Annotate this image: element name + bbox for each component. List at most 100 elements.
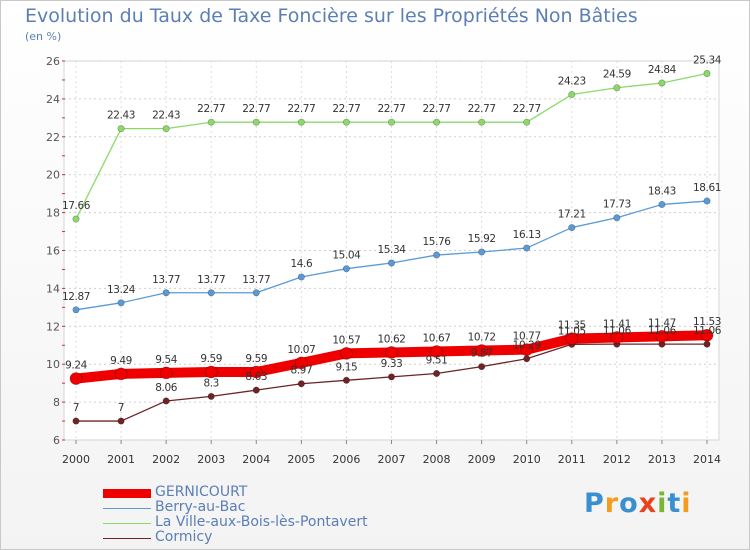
data-point-ville: [478, 118, 486, 126]
x-tick-label: 2011: [558, 453, 586, 466]
data-label-berry: 14.6: [290, 258, 312, 270]
data-label-cormicy: 7: [73, 402, 79, 414]
y-tick-label: 26: [46, 55, 60, 68]
data-point-berry: [72, 306, 80, 314]
data-label-cormicy: 11.06: [603, 325, 632, 337]
x-tick-label: 2009: [468, 453, 496, 466]
data-label-cormicy: 9.87: [471, 348, 493, 360]
data-label-berry: 15.92: [468, 233, 496, 245]
data-point-ville: [162, 125, 170, 133]
data-label-berry: 13.77: [197, 274, 225, 286]
data-label-cormicy: 9.33: [381, 358, 403, 370]
y-tick-label: 16: [46, 245, 60, 258]
data-label-cormicy: 8.63: [245, 371, 267, 383]
x-tick-label: 2012: [603, 453, 631, 466]
data-label-berry: 18.43: [648, 185, 676, 197]
data-label-ville: 22.77: [287, 103, 315, 115]
data-label-cormicy: 8.3: [203, 377, 219, 389]
legend-label-berry-au-bac: Berry-au-Bac: [155, 499, 246, 515]
data-label-gernicourt: 10.57: [332, 334, 360, 346]
data-point-gernicourt: [430, 345, 443, 358]
chart-subtitle: (en %): [25, 30, 62, 43]
data-point-gernicourt: [295, 356, 308, 370]
data-label-berry: 17.73: [603, 199, 631, 211]
y-tick-label: 8: [53, 396, 60, 409]
data-point-berry: [387, 259, 395, 267]
data-point-gernicourt: [114, 367, 128, 381]
data-point-gernicourt: [655, 330, 669, 343]
data-label-ville: 22.77: [332, 103, 360, 115]
data-point-gernicourt: [610, 331, 624, 344]
data-label-gernicourt: 10.07: [287, 344, 315, 356]
data-point-berry: [658, 200, 666, 208]
data-point-gernicourt: [700, 328, 714, 342]
data-point-ville: [387, 118, 395, 126]
y-tick-label: 22: [46, 131, 60, 144]
data-label-ville: 22.43: [107, 110, 135, 122]
x-tick-label: 2007: [378, 453, 406, 466]
data-point-cormicy: [387, 373, 395, 381]
data-point-cormicy: [523, 355, 531, 363]
data-point-ville: [117, 125, 125, 133]
data-point-gernicourt: [69, 372, 83, 385]
x-tick-label: 2013: [648, 453, 676, 466]
data-label-ville: 22.77: [242, 103, 270, 115]
data-label-ville: 25.34: [693, 55, 722, 67]
data-point-berry: [703, 197, 711, 205]
proxiti-logo: Proxiti: [584, 488, 692, 519]
data-label-ville: 22.77: [513, 103, 541, 115]
data-label-cormicy: 11.06: [693, 325, 722, 337]
legend-label-cormicy: Cormicy: [155, 529, 213, 545]
data-label-berry: 15.76: [423, 236, 452, 248]
data-label-ville: 17.66: [62, 200, 91, 212]
legend-label-ville-aux-bois: La Ville-aux-Bois-lès-Pontavert: [155, 514, 368, 530]
axes: 6 8 10 12 14 16 18 20 22 24 26 2000 2001 2002 2003 2004…: [46, 55, 721, 466]
data-label-ville: 22.77: [468, 103, 496, 115]
data-point-cormicy: [252, 386, 260, 394]
data-label-berry: 15.34: [377, 244, 406, 256]
data-point-cormicy: [703, 340, 711, 348]
x-tick-label: 2006: [332, 453, 360, 466]
data-point-berry: [342, 265, 350, 273]
data-point-gernicourt: [159, 366, 173, 380]
series: [69, 70, 714, 425]
data-point-gernicourt: [385, 346, 398, 359]
data-point-ville: [342, 118, 350, 126]
data-label-cormicy: 8.97: [290, 365, 312, 377]
data-label-cormicy: 11.05: [558, 325, 586, 337]
data-label-berry: 13.77: [152, 274, 180, 286]
data-point-cormicy: [297, 380, 305, 388]
data-label-ville: 24.23: [558, 76, 586, 88]
data-point-berry: [433, 251, 441, 259]
data-label-ville: 22.77: [423, 103, 451, 115]
data-label-berry: 17.21: [558, 209, 586, 221]
x-tick-label: 2005: [287, 453, 315, 466]
data-label-berry: 13.24: [107, 284, 136, 296]
data-label-ville: 22.77: [197, 103, 225, 115]
y-tick-label: 20: [46, 169, 60, 182]
data-point-cormicy: [342, 376, 350, 384]
data-point-ville: [252, 118, 260, 126]
data-label-gernicourt: 10.62: [377, 333, 405, 345]
x-tick-label: 2001: [107, 453, 135, 466]
x-tick-label: 2014: [693, 453, 721, 466]
data-point-ville: [568, 91, 576, 99]
legend-swatch-gernicourt: [103, 489, 151, 498]
y-tick-label: 10: [46, 358, 60, 371]
data-label-berry: 16.13: [513, 229, 541, 241]
data-label-gernicourt: 10.72: [468, 332, 496, 344]
data-label-berry: 12.87: [62, 291, 90, 303]
data-point-ville: [207, 118, 215, 126]
data-label-berry: 15.04: [332, 250, 361, 262]
data-label-gernicourt: 9.49: [110, 355, 132, 367]
x-tick-label: 2000: [62, 453, 90, 466]
data-point-ville: [613, 84, 621, 92]
x-tick-label: 2002: [152, 453, 180, 466]
data-point-gernicourt: [520, 343, 534, 356]
data-point-berry: [613, 214, 621, 222]
data-point-cormicy: [117, 417, 125, 425]
data-label-gernicourt: 11.47: [648, 317, 676, 329]
data-point-ville: [297, 118, 305, 126]
y-tick-label: 18: [46, 207, 60, 220]
